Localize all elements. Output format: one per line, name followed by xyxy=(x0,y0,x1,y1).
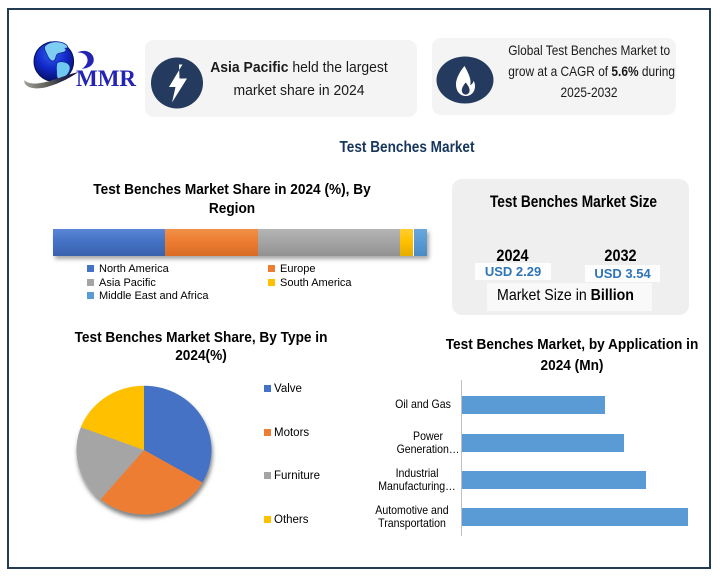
svg-text:MMR: MMR xyxy=(76,66,136,91)
